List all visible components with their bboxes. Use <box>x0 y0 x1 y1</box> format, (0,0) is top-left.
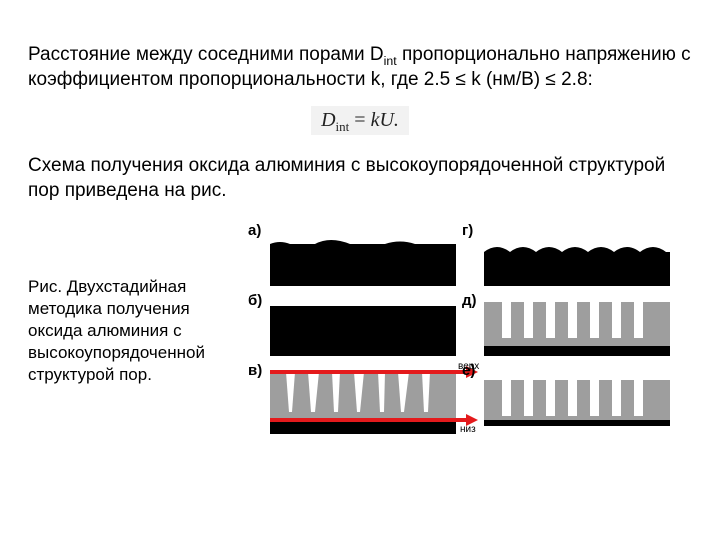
p1-a: Расстояние между соседними порами D <box>28 44 384 65</box>
intro-paragraph: Расстояние между соседними порами Dint п… <box>28 43 692 92</box>
figure-grid: а) г) б) д) <box>248 222 670 434</box>
formula-eq: = <box>349 109 370 131</box>
label-v: в) <box>248 362 264 434</box>
panel-d <box>484 292 670 356</box>
p1-sub: int <box>384 54 397 68</box>
label-g: г) <box>462 222 478 286</box>
panel-v: верх низ <box>270 362 490 434</box>
formula-block: Dint = kU. <box>28 106 692 135</box>
panel-b <box>270 292 456 356</box>
formula-D: D <box>321 109 335 131</box>
label-b: б) <box>248 292 264 356</box>
label-e: е) <box>462 362 478 434</box>
scheme-paragraph: Схема получения оксида алюминия с высоко… <box>28 154 692 203</box>
formula: Dint = kU. <box>311 106 409 135</box>
panel-a <box>270 222 456 286</box>
bottom-row: Рис. Двухстадийная методика получения ок… <box>28 216 692 434</box>
panel-g <box>484 222 670 286</box>
label-d: д) <box>462 292 478 356</box>
panel-e <box>484 362 670 426</box>
label-a: а) <box>248 222 264 286</box>
formula-sub: int <box>336 119 350 134</box>
formula-rhs: kU. <box>371 109 399 131</box>
figure-caption: Рис. Двухстадийная методика получения ок… <box>28 276 228 386</box>
